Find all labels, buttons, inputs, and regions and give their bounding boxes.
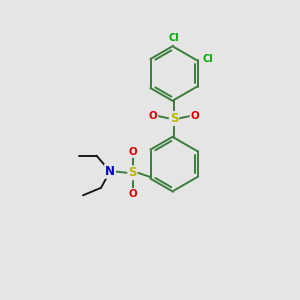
Text: O: O: [128, 189, 137, 199]
Text: Cl: Cl: [169, 33, 179, 43]
Text: N: N: [105, 165, 115, 178]
Text: Cl: Cl: [203, 54, 214, 64]
Text: O: O: [148, 111, 158, 121]
Text: O: O: [128, 147, 137, 157]
Text: S: S: [170, 112, 178, 125]
Text: O: O: [190, 111, 200, 121]
Text: S: S: [128, 166, 137, 179]
